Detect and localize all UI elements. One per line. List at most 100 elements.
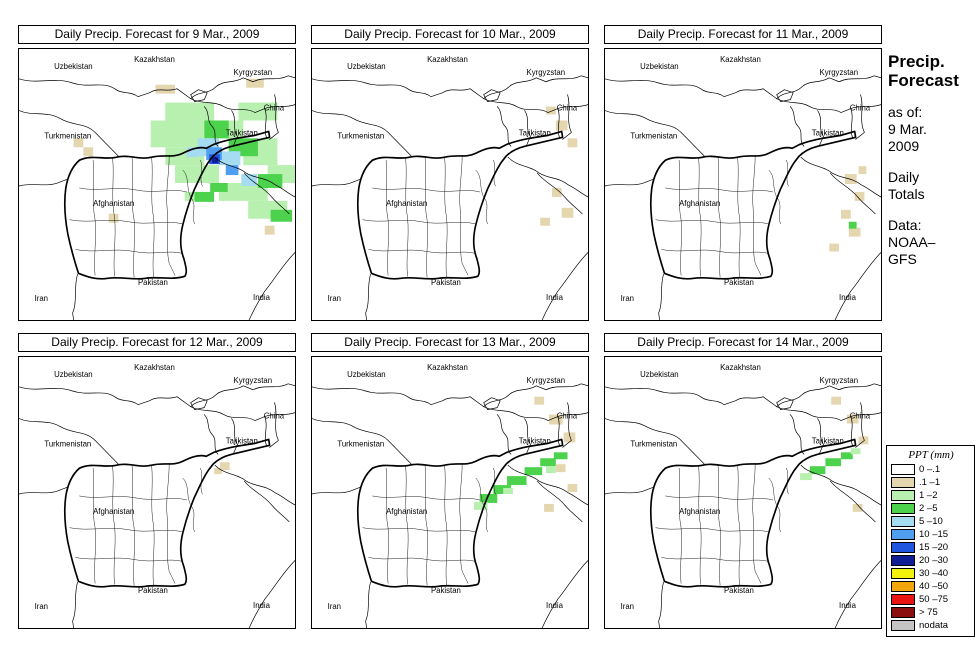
precip-cell — [257, 174, 283, 188]
panel-title: Daily Precip. Forecast for 13 Mar., 2009 — [311, 333, 589, 352]
legend-label: 20 –30 — [919, 555, 949, 566]
precip-cell — [844, 174, 857, 185]
legend-row: 30 –40 — [891, 567, 971, 580]
forecast-panel-grid: Daily Precip. Forecast for 9 Mar., 2009 … — [18, 25, 882, 629]
panel-title: Daily Precip. Forecast for 10 Mar., 2009 — [311, 25, 589, 44]
legend-swatch — [891, 516, 915, 527]
forecast-map: Uzbekistan Kazakhstan Kyrgyzstan China Turkm… — [18, 356, 296, 629]
country-label-tajikistan: Tajikistan — [519, 436, 551, 445]
precip-cell — [219, 462, 230, 471]
precip-cell — [503, 488, 513, 494]
precip-cell — [850, 448, 861, 455]
country-label-iran: Iran — [35, 294, 48, 303]
country-label-pakistan: Pakistan — [431, 586, 461, 595]
precip-cell — [155, 84, 176, 94]
country-label-kyrgyzstan: Kyrgyzstan — [527, 68, 566, 77]
forecast-panel-5: Daily Precip. Forecast for 13 Mar., 2009… — [311, 333, 589, 629]
precip-cell — [846, 414, 859, 424]
country-label-kazakhstan: Kazakhstan — [720, 55, 761, 64]
country-labels: Uzbekistan Kazakhstan Kyrgyzstan China Turkm… — [328, 363, 578, 611]
country-label-tajikistan: Tajikistan — [226, 128, 258, 137]
country-label-uzbekistan: Uzbekistan — [347, 370, 386, 379]
country-label-china: China — [850, 411, 871, 420]
legend-label: 40 –50 — [919, 581, 949, 592]
precip-cell — [194, 191, 215, 202]
data-source-line1: NOAA– — [888, 234, 936, 250]
country-label-afghanistan: Afghanistan — [93, 507, 134, 516]
country-label-kyrgyzstan: Kyrgyzstan — [234, 376, 273, 385]
legend-label: 1 –2 — [919, 490, 938, 501]
legend-swatch — [891, 529, 915, 540]
country-label-iran: Iran — [328, 602, 341, 611]
data-source-line2: GFS — [888, 251, 917, 267]
forecast-map: Uzbekistan Kazakhstan Kyrgyzstan China Turkm… — [604, 48, 882, 321]
precip-cell — [854, 191, 865, 201]
country-label-pakistan: Pakistan — [724, 278, 754, 287]
asof-year: 2009 — [888, 138, 920, 154]
country-label-uzbekistan: Uzbekistan — [640, 62, 679, 71]
country-label-china: China — [264, 103, 285, 112]
precip-cell — [829, 243, 840, 252]
precip-cell — [544, 503, 554, 512]
country-labels: Uzbekistan Kazakhstan Kyrgyzstan China Turkm… — [621, 363, 871, 611]
precip-cell — [551, 187, 562, 197]
legend-label: > 75 — [919, 607, 938, 618]
figure-sidebar: Precip. Forecast as of: 9 Mar. 2009 Dail… — [888, 52, 972, 268]
country-labels: Uzbekistan Kazakhstan Kyrgyzstan China Turkm… — [621, 55, 871, 303]
precip-cell — [150, 120, 205, 148]
precip-cell — [493, 485, 511, 494]
country-label-india: India — [546, 293, 564, 302]
precip-cell — [73, 138, 84, 148]
precip-cell — [534, 396, 545, 405]
precip-cell — [841, 452, 853, 460]
country-label-turkmenistan: Turkmenistan — [630, 131, 677, 140]
country-label-india: India — [253, 293, 271, 302]
legend-label: 50 –75 — [919, 594, 949, 605]
precip-patches — [800, 396, 869, 512]
legend-label: 30 –40 — [919, 568, 949, 579]
legend-row: 40 –50 — [891, 580, 971, 593]
forecast-panel-3: Daily Precip. Forecast for 11 Mar., 2009… — [604, 25, 882, 321]
precip-cell — [548, 414, 563, 425]
country-label-india: India — [253, 601, 271, 610]
country-label-china: China — [557, 103, 578, 112]
country-label-pakistan: Pakistan — [138, 278, 168, 287]
panel-title: Daily Precip. Forecast for 11 Mar., 2009 — [604, 25, 882, 44]
panel-title: Daily Precip. Forecast for 14 Mar., 2009 — [604, 333, 882, 352]
legend-row: 1 –2 — [891, 489, 971, 502]
precip-cell — [175, 165, 219, 184]
precip-cell — [858, 166, 867, 175]
legend-swatch — [891, 542, 915, 553]
precip-cell — [567, 138, 578, 148]
legend-label: 15 –20 — [919, 542, 949, 553]
precip-cell — [479, 493, 498, 503]
legend-row: 50 –75 — [891, 593, 971, 606]
country-label-tajikistan: Tajikistan — [812, 436, 844, 445]
legend-row: nodata — [891, 619, 971, 632]
precip-cell — [546, 106, 556, 115]
figure-title-line2: Forecast — [888, 71, 959, 90]
country-label-afghanistan: Afghanistan — [93, 199, 134, 208]
precip-patches — [214, 462, 230, 475]
legend-swatch — [891, 490, 915, 501]
precip-cell — [825, 458, 842, 467]
country-label-uzbekistan: Uzbekistan — [54, 62, 93, 71]
forecast-panel-6: Daily Precip. Forecast for 14 Mar., 2009… — [604, 333, 882, 629]
map-canvas: Uzbekistan Kazakhstan Kyrgyzstan China Turkm… — [605, 55, 881, 320]
precip-patches — [829, 166, 867, 252]
precip-patches — [473, 396, 578, 512]
precip-cell — [165, 102, 215, 121]
forecast-map: Uzbekistan Kazakhstan Kyrgyzstan China Turkm… — [604, 356, 882, 629]
country-label-iran: Iran — [621, 294, 634, 303]
precip-cell — [214, 468, 222, 475]
map-canvas: Uzbekistan Kazakhstan Kyrgyzstan China Turkm… — [312, 55, 588, 320]
country-label-india: India — [546, 601, 564, 610]
country-label-china: China — [264, 411, 285, 420]
legend-swatch — [891, 568, 915, 579]
precip-cell — [858, 436, 869, 445]
country-label-afghanistan: Afghanistan — [679, 199, 720, 208]
country-label-kazakhstan: Kazakhstan — [427, 363, 468, 372]
country-labels: Uzbekistan Kazakhstan Kyrgyzstan China Turkm… — [35, 363, 285, 611]
precip-cell — [264, 225, 275, 235]
country-label-turkmenistan: Turkmenistan — [44, 439, 91, 448]
